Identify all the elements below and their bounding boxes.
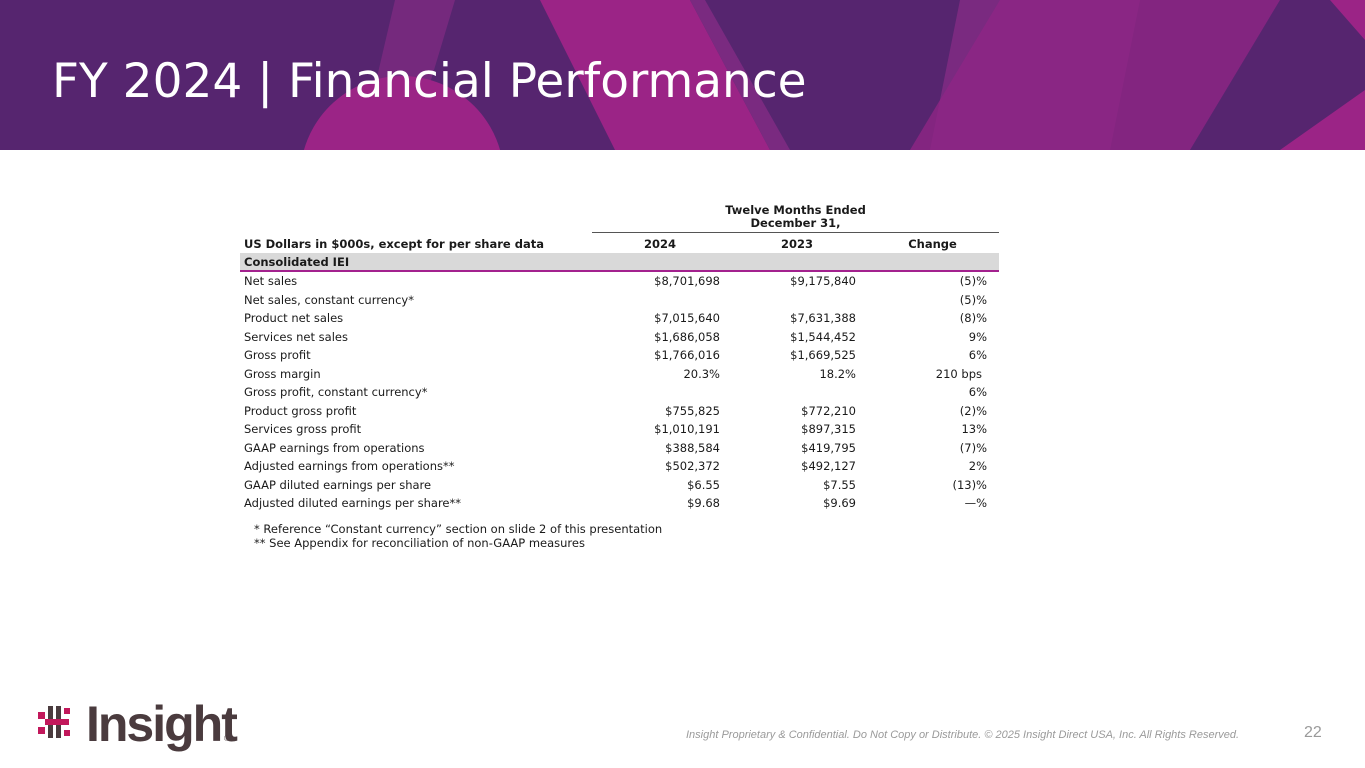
- value-change: 6%: [968, 385, 987, 400]
- column-header-2023: 2023: [780, 237, 813, 251]
- value-change: 9%: [968, 329, 987, 344]
- table-row: Adjusted earnings from operations** $502…: [240, 457, 999, 476]
- value-2024: $6.55: [687, 477, 720, 492]
- table-row: Net sales $8,701,698 $9,175,840 (5)%: [240, 271, 999, 291]
- value-2024: $755,825: [665, 403, 720, 418]
- value-change: (2)%: [959, 403, 987, 418]
- banner-graphic: [0, 0, 1365, 150]
- row-label: Product net sales: [244, 311, 344, 326]
- column-header-2024: 2024: [643, 237, 676, 251]
- value-change: (8)%: [959, 311, 987, 326]
- table-row: Product net sales $7,015,640 $7,631,388 …: [240, 309, 999, 328]
- period-header: Twelve Months Ended December 31,: [592, 201, 999, 233]
- slide-title: FY 2024 | Financial Performance: [52, 54, 807, 109]
- table-row: Product gross profit $755,825 $772,210 (…: [240, 402, 999, 421]
- table-row: Gross margin 20.3% 18.2% 210 bps: [240, 365, 999, 384]
- row-label: Gross profit, constant currency*: [244, 385, 428, 400]
- footnotes: * Reference “Constant currency” section …: [254, 522, 662, 550]
- insight-logo-mark-icon: [38, 706, 70, 738]
- value-2024: [592, 383, 728, 402]
- table-row: Services net sales $1,686,058 $1,544,452…: [240, 328, 999, 347]
- value-2023: $897,315: [801, 422, 856, 437]
- table-row: Adjusted diluted earnings per share** $9…: [240, 494, 999, 513]
- table-row: GAAP earnings from operations $388,584 $…: [240, 439, 999, 458]
- column-header-change: Change: [908, 237, 957, 251]
- section-label: Consolidated IEI: [240, 253, 999, 272]
- row-label: Product gross profit: [244, 403, 357, 418]
- value-change: 210 bps: [935, 366, 982, 381]
- value-2023: $419,795: [801, 440, 856, 455]
- period-header-line1: Twelve Months Ended: [725, 203, 866, 217]
- page-number: 22: [1304, 724, 1322, 741]
- row-label: Net sales: [244, 274, 298, 289]
- value-2024: [592, 291, 728, 310]
- empty-header-cell: [240, 201, 592, 233]
- value-change: (13)%: [952, 477, 987, 492]
- value-2024: $502,372: [665, 459, 720, 474]
- confidentiality-footer: Insight Proprietary & Confidential. Do N…: [686, 729, 1240, 741]
- value-2024: $1,686,058: [654, 329, 720, 344]
- value-2023: $1,669,525: [790, 348, 856, 363]
- row-label: GAAP earnings from operations: [244, 440, 425, 455]
- table-row: Net sales, constant currency* (5)%: [240, 291, 999, 310]
- value-2023: $9.69: [823, 496, 856, 511]
- value-2024: $8,701,698: [654, 274, 720, 289]
- footnote-non-gaap: ** See Appendix for reconciliation of no…: [254, 536, 585, 550]
- value-2023: [728, 383, 866, 402]
- table-row: Gross profit, constant currency* 6%: [240, 383, 999, 402]
- row-label: GAAP diluted earnings per share: [244, 477, 432, 492]
- financial-table: Twelve Months Ended December 31, US Doll…: [240, 201, 999, 513]
- registered-mark: ®: [224, 734, 230, 743]
- value-2024: $7,015,640: [654, 311, 720, 326]
- row-label: Services gross profit: [244, 422, 362, 437]
- value-2023: $7,631,388: [790, 311, 856, 326]
- value-change: (5)%: [959, 274, 987, 289]
- value-2024: $9.68: [687, 496, 720, 511]
- insight-logo: Insight ®: [36, 696, 238, 752]
- title-banner: FY 2024 | Financial Performance: [0, 0, 1365, 150]
- value-change: 13%: [961, 422, 987, 437]
- value-change: 2%: [968, 459, 987, 474]
- column-header-row: US Dollars in $000s, except for per shar…: [240, 233, 999, 254]
- value-2023: $772,210: [801, 403, 856, 418]
- footnote-constant-currency: * Reference “Constant currency” section …: [254, 522, 663, 536]
- column-header-label: US Dollars in $000s, except for per shar…: [244, 236, 544, 251]
- value-change: —%: [964, 496, 987, 511]
- period-header-line2: December 31,: [750, 216, 841, 230]
- value-2023: $492,127: [801, 459, 856, 474]
- value-2023: $9,175,840: [790, 274, 856, 289]
- row-label: Gross profit: [244, 348, 311, 363]
- row-label: Net sales, constant currency*: [244, 292, 414, 307]
- value-2024: $1,766,016: [654, 348, 720, 363]
- value-change: (5)%: [959, 292, 987, 307]
- value-change: 6%: [968, 348, 987, 363]
- row-label: Gross margin: [244, 366, 321, 381]
- row-label: Adjusted diluted earnings per share**: [244, 496, 462, 511]
- table-row: GAAP diluted earnings per share $6.55 $7…: [240, 476, 999, 495]
- value-2024: 20.3%: [683, 366, 720, 381]
- section-row: Consolidated IEI: [240, 253, 999, 272]
- value-change: (7)%: [959, 440, 987, 455]
- logo-wordmark: Insight: [86, 696, 238, 752]
- value-2024: $388,584: [665, 440, 720, 455]
- table-row: Gross profit $1,766,016 $1,669,525 6%: [240, 346, 999, 365]
- value-2023: [728, 291, 866, 310]
- value-2024: $1,010,191: [654, 422, 720, 437]
- value-2023: $1,544,452: [790, 329, 856, 344]
- row-label: Adjusted earnings from operations**: [244, 459, 455, 474]
- table-row: Services gross profit $1,010,191 $897,31…: [240, 420, 999, 439]
- value-2023: 18.2%: [819, 366, 856, 381]
- row-label: Services net sales: [244, 329, 348, 344]
- value-2023: $7.55: [823, 477, 856, 492]
